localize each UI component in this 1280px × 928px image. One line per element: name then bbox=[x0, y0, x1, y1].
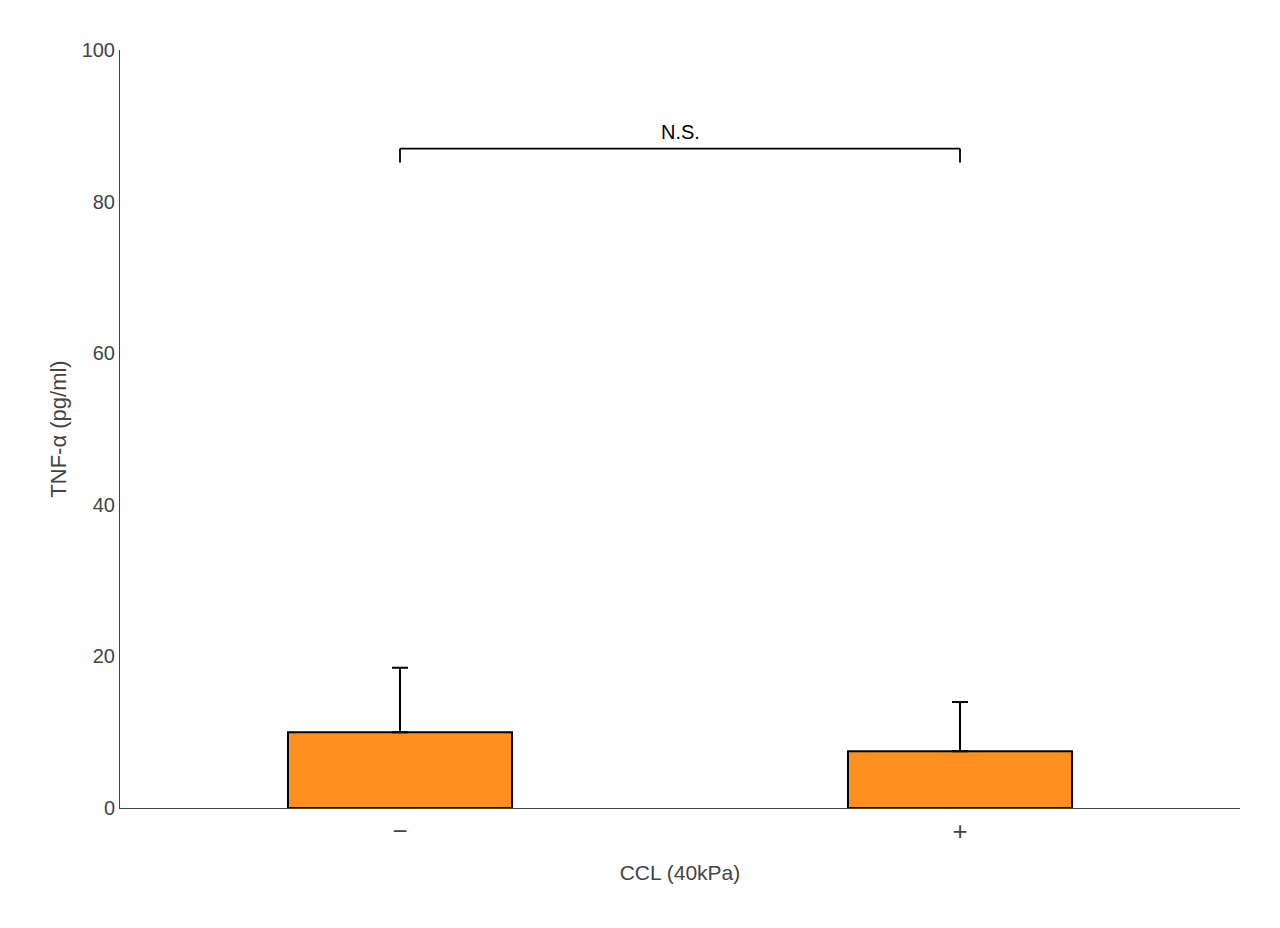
svg-text:+: + bbox=[952, 816, 967, 846]
svg-text:40: 40 bbox=[93, 494, 115, 516]
svg-text:20: 20 bbox=[93, 645, 115, 667]
svg-text:0: 0 bbox=[104, 797, 115, 819]
svg-text:CCL (40kPa): CCL (40kPa) bbox=[620, 861, 741, 884]
svg-text:80: 80 bbox=[93, 191, 115, 213]
svg-text:60: 60 bbox=[93, 342, 115, 364]
svg-text:−: − bbox=[392, 816, 407, 846]
svg-text:TNF-α (pg/ml): TNF-α (pg/ml) bbox=[46, 360, 71, 497]
svg-text:N.S.: N.S. bbox=[661, 121, 700, 143]
svg-text:100: 100 bbox=[82, 39, 115, 61]
